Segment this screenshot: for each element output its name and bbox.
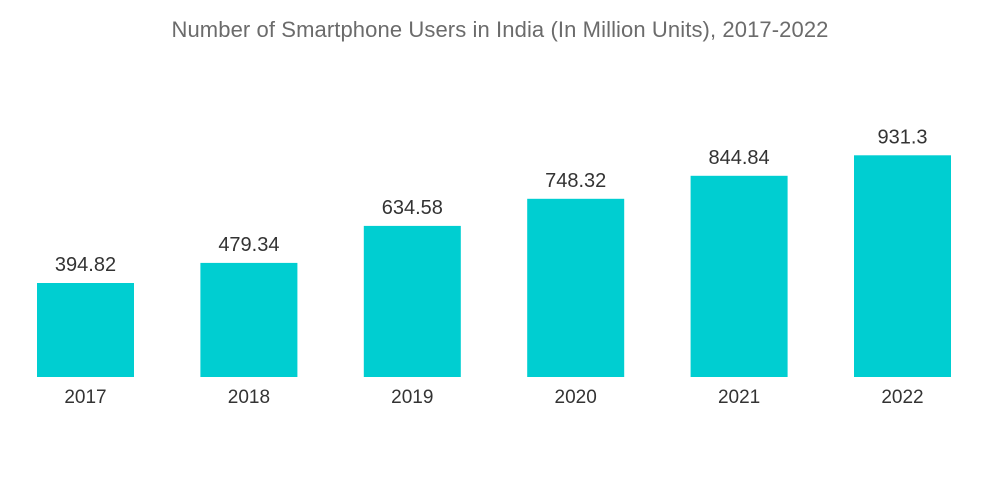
value-label-2019: 634.58	[382, 197, 443, 219]
x-tick-label-2019: 2019	[391, 387, 433, 408]
value-label-2022: 931.3	[877, 126, 927, 148]
x-tick-label-2018: 2018	[228, 387, 270, 408]
bar-2021	[690, 175, 788, 377]
chart-title: Number of Smartphone Users in India (In …	[171, 17, 829, 42]
x-tick-label-2021: 2021	[718, 387, 760, 408]
value-label-2021: 844.84	[709, 147, 770, 169]
value-label-2018: 479.34	[218, 234, 279, 256]
x-tick-label-2017: 2017	[64, 387, 106, 408]
x-axis-ticks-group: 2017 2018 2019 2020 2021 2022	[64, 387, 923, 408]
bar-2018	[200, 262, 298, 377]
value-label-2020: 748.32	[545, 170, 606, 192]
x-tick-label-2022: 2022	[881, 387, 923, 408]
bars-group	[37, 155, 951, 377]
bar-2020	[527, 198, 625, 377]
bar-2019	[363, 225, 461, 377]
value-label-2017: 394.82	[55, 254, 116, 276]
bar-2017	[37, 283, 134, 377]
bar-2022	[854, 155, 951, 377]
value-labels-group: 394.82 479.34 634.58 748.32 844.84 931.3	[55, 126, 928, 276]
x-tick-label-2020: 2020	[555, 387, 597, 408]
